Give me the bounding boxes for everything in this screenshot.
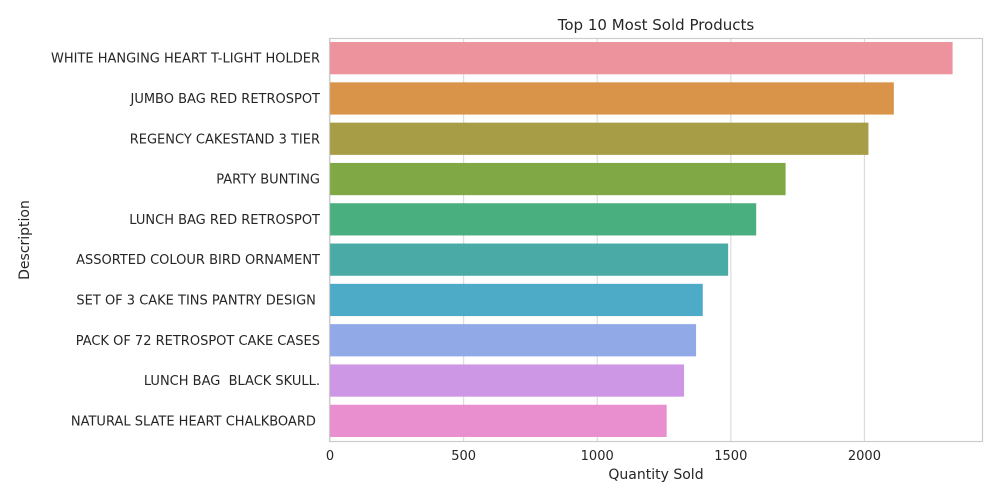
bar <box>330 324 697 357</box>
category-label: PACK OF 72 RETROSPOT CAKE CASES <box>76 334 320 349</box>
category-label: WHITE HANGING HEART T-LIGHT HOLDER <box>51 52 320 67</box>
category-label: SET OF 3 CAKE TINS PANTRY DESIGN <box>76 293 320 308</box>
bar <box>330 162 786 196</box>
category-labels: WHITE HANGING HEART T-LIGHT HOLDER JUMBO … <box>51 52 320 430</box>
bar <box>330 243 729 276</box>
category-label: ASSORTED COLOUR BIRD ORNAMENT <box>76 253 320 268</box>
x-axis-label: Quantity Sold <box>608 467 703 483</box>
bar <box>330 82 894 115</box>
x-tick-label: 2000 <box>848 449 881 464</box>
y-axis-label: Description <box>17 200 33 280</box>
chart-title: Top 10 Most Sold Products <box>557 16 755 34</box>
bar <box>330 283 703 317</box>
category-label: PARTY BUNTING <box>216 173 320 188</box>
x-tick-label: 0 <box>326 449 334 464</box>
bar <box>330 364 685 397</box>
x-tick-label: 1000 <box>581 449 614 464</box>
category-label: NATURAL SLATE HEART CHALKBOARD <box>71 414 320 429</box>
bar <box>330 42 953 75</box>
x-tick-label: 500 <box>451 449 476 464</box>
category-label: LUNCH BAG RED RETROSPOT <box>129 213 320 228</box>
bar <box>330 404 667 437</box>
category-label: LUNCH BAG BLACK SKULL. <box>144 374 320 389</box>
category-label: JUMBO BAG RED RETROSPOT <box>129 92 320 107</box>
bar <box>330 122 869 155</box>
plot-frame <box>328 37 984 443</box>
bar <box>330 203 757 236</box>
x-tick-label: 1500 <box>714 449 747 464</box>
category-label: REGENCY CAKESTAND 3 TIER <box>130 132 320 147</box>
bars <box>330 42 953 437</box>
x-tick-labels: 0 500 1000 1500 2000 <box>326 449 881 464</box>
